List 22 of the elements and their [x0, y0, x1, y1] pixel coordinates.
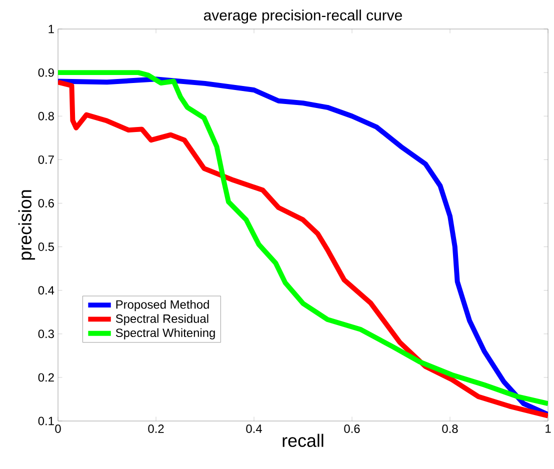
- y-tick-label: 0.9: [38, 68, 54, 77]
- y-tick-label: 0.5: [38, 242, 54, 252]
- y-tick-label: 0.6: [38, 198, 54, 208]
- legend-label: Spectral Residual: [116, 314, 208, 326]
- y-tick-label: 1: [48, 24, 54, 34]
- x-tick-label: 0.6: [344, 424, 360, 433]
- y-tick-label: 0.4: [38, 286, 54, 295]
- y-tick-label: 0.8: [38, 112, 54, 120]
- chart-title: average precision-recall curve: [204, 10, 402, 24]
- y-axis-title: precision: [18, 190, 36, 260]
- x-tick-label: 0.4: [246, 424, 262, 433]
- legend-label: Proposed Method: [116, 300, 209, 312]
- x-tick-label: 1: [546, 424, 551, 433]
- y-tick-label: 0.1: [38, 416, 54, 426]
- y-tick-label: 0.2: [38, 373, 54, 382]
- legend-label: Spectral Whitening: [116, 328, 215, 340]
- y-tick-label: 0.3: [38, 330, 54, 338]
- x-tick-label: 0.2: [148, 424, 164, 433]
- x-tick-label: 0: [55, 424, 61, 433]
- x-axis-title: recall: [282, 434, 324, 447]
- y-tick-label: 0.7: [38, 155, 54, 164]
- x-tick-label: 0.8: [442, 424, 458, 433]
